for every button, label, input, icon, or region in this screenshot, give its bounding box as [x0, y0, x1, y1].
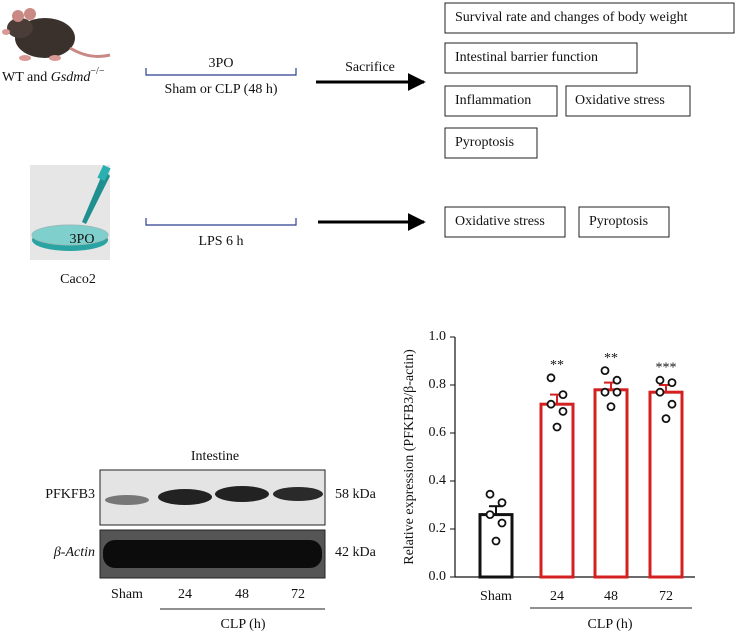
- x-tick-label: 72: [659, 589, 673, 604]
- outcome-text: Pyroptosis: [455, 135, 514, 150]
- bracket: [145, 68, 297, 76]
- outcome-box: Inflammation: [444, 85, 558, 117]
- blot-row-label: PFKFB3: [45, 487, 95, 502]
- outcome-box: Intestinal barrier function: [444, 42, 638, 74]
- outcome-box: Survival rate and changes of body weight: [444, 2, 735, 34]
- data-point: [485, 489, 495, 499]
- data-point: [552, 422, 562, 432]
- data-point: [661, 414, 671, 424]
- data-point: [612, 375, 622, 385]
- outcome-box: Pyroptosis: [444, 127, 538, 159]
- significance-label: **: [550, 358, 564, 373]
- arrow-label: Sacrifice: [345, 60, 395, 75]
- treatment-label: 3PO: [209, 56, 234, 71]
- blot-size-label: 58 kDa: [335, 487, 377, 502]
- data-point: [655, 375, 665, 385]
- blot-size-label: 42 kDa: [335, 545, 377, 560]
- outcome-box: Oxidative stress: [444, 206, 566, 238]
- data-point: [497, 498, 507, 508]
- data-point: [600, 387, 610, 397]
- x-tick-label: 24: [550, 589, 564, 604]
- outcome-text: Intestinal barrier function: [455, 50, 598, 65]
- outcome-text: Oxidative stress: [455, 214, 545, 229]
- blot-row-label: β-Actin: [53, 545, 95, 560]
- outcome-box: Oxidative stress: [565, 85, 691, 117]
- bar: [478, 513, 514, 579]
- data-point: [655, 387, 665, 397]
- mouse-label: WT and Gsdmd−/−: [2, 66, 105, 85]
- outcome-text: Survival rate and changes of body weight: [455, 10, 688, 25]
- outcome-box: Pyroptosis: [578, 206, 670, 238]
- bracket: [145, 218, 297, 226]
- y-tick-label: 1.0: [429, 329, 447, 344]
- mouse-icon: [2, 8, 111, 61]
- data-point: [558, 390, 568, 400]
- data-point: [606, 402, 616, 412]
- y-tick-label: 0.4: [429, 473, 447, 488]
- data-point: [546, 373, 556, 383]
- y-tick-label: 0.8: [429, 377, 447, 392]
- data-point: [546, 399, 556, 409]
- y-tick-label: 0.2: [429, 521, 447, 536]
- significance-label: **: [604, 351, 618, 366]
- blot-title: Intestine: [191, 449, 239, 464]
- data-point: [600, 366, 610, 376]
- y-axis-label: Relative expression (PFKFB3/β-actin): [402, 349, 417, 565]
- outcome-text: Pyroptosis: [589, 214, 648, 229]
- data-point: [485, 510, 495, 519]
- data-point: [612, 387, 622, 397]
- lane-label: 48: [235, 587, 249, 602]
- y-tick-label: 0.6: [429, 425, 447, 440]
- bar: [539, 402, 575, 579]
- lane-label: 72: [291, 587, 305, 602]
- data-point: [667, 399, 677, 409]
- significance-label: ***: [656, 360, 677, 375]
- data-point: [497, 518, 507, 528]
- dish-label: 3PO: [70, 232, 95, 247]
- lane-label: 24: [178, 587, 192, 602]
- data-point: [667, 378, 677, 388]
- y-tick-label: 0.0: [429, 569, 447, 584]
- blot-image: [99, 469, 326, 579]
- outcome-text: Inflammation: [455, 93, 531, 108]
- treatment-label: LPS 6 h: [198, 234, 243, 249]
- cell-label: Caco2: [60, 272, 96, 287]
- data-point: [558, 406, 568, 416]
- lane-label: Sham: [111, 587, 143, 602]
- data-point: [491, 536, 501, 546]
- group-label: CLP (h): [221, 617, 266, 632]
- bar: [593, 388, 629, 579]
- x-tick-label: Sham: [480, 589, 512, 604]
- x-tick-label: 48: [604, 589, 618, 604]
- group-label: CLP (h): [588, 617, 633, 632]
- outcome-text: Oxidative stress: [575, 93, 665, 108]
- dish-icon: [30, 164, 111, 260]
- treatment-label: Sham or CLP (48 h): [164, 82, 277, 97]
